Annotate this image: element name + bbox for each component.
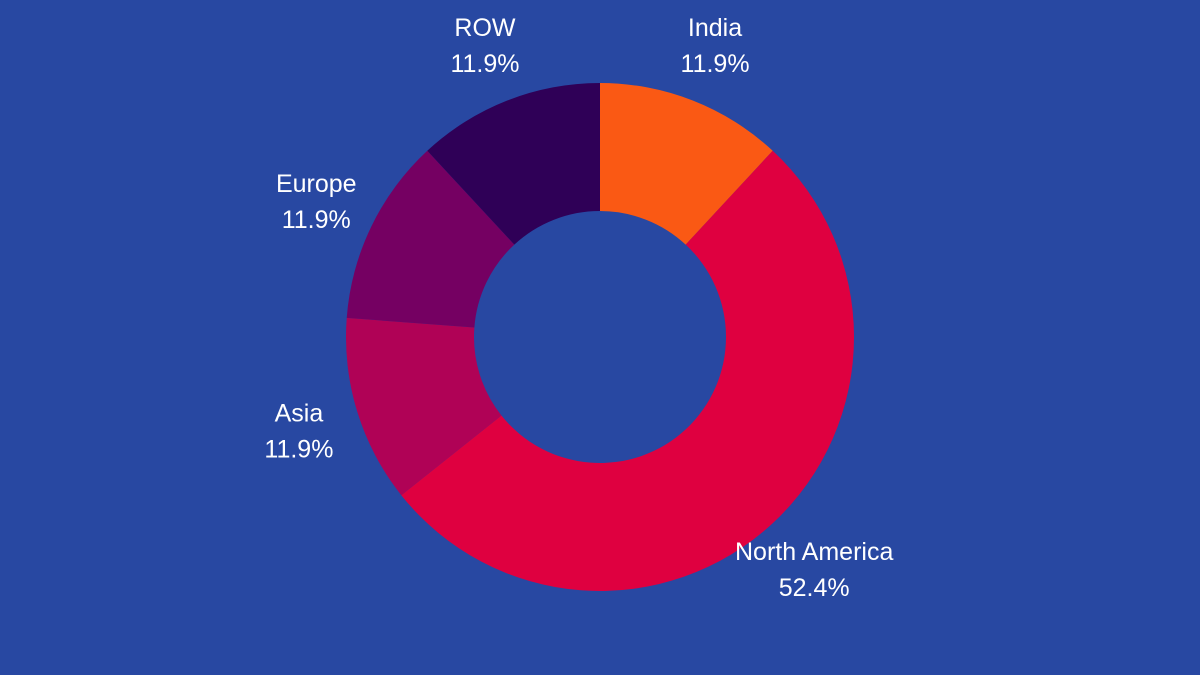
slice-value-row: 11.9% xyxy=(450,50,519,78)
slice-label-row: ROW xyxy=(454,14,516,42)
slice-europe xyxy=(346,150,515,328)
slice-label-asia: Asia xyxy=(275,400,324,428)
slice-value-europe: 11.9% xyxy=(282,206,351,234)
slice-north-america xyxy=(401,150,855,592)
slice-india xyxy=(600,83,773,245)
slice-label-india: India xyxy=(688,14,742,42)
slice-value-asia: 11.9% xyxy=(264,436,333,464)
slice-value-india: 11.9% xyxy=(681,50,750,78)
slice-label-north-america: North America xyxy=(735,538,893,566)
slice-label-europe: Europe xyxy=(276,170,357,198)
slice-row xyxy=(427,83,600,245)
slice-value-north-america: 52.4% xyxy=(779,574,850,602)
slice-asia xyxy=(346,317,502,496)
